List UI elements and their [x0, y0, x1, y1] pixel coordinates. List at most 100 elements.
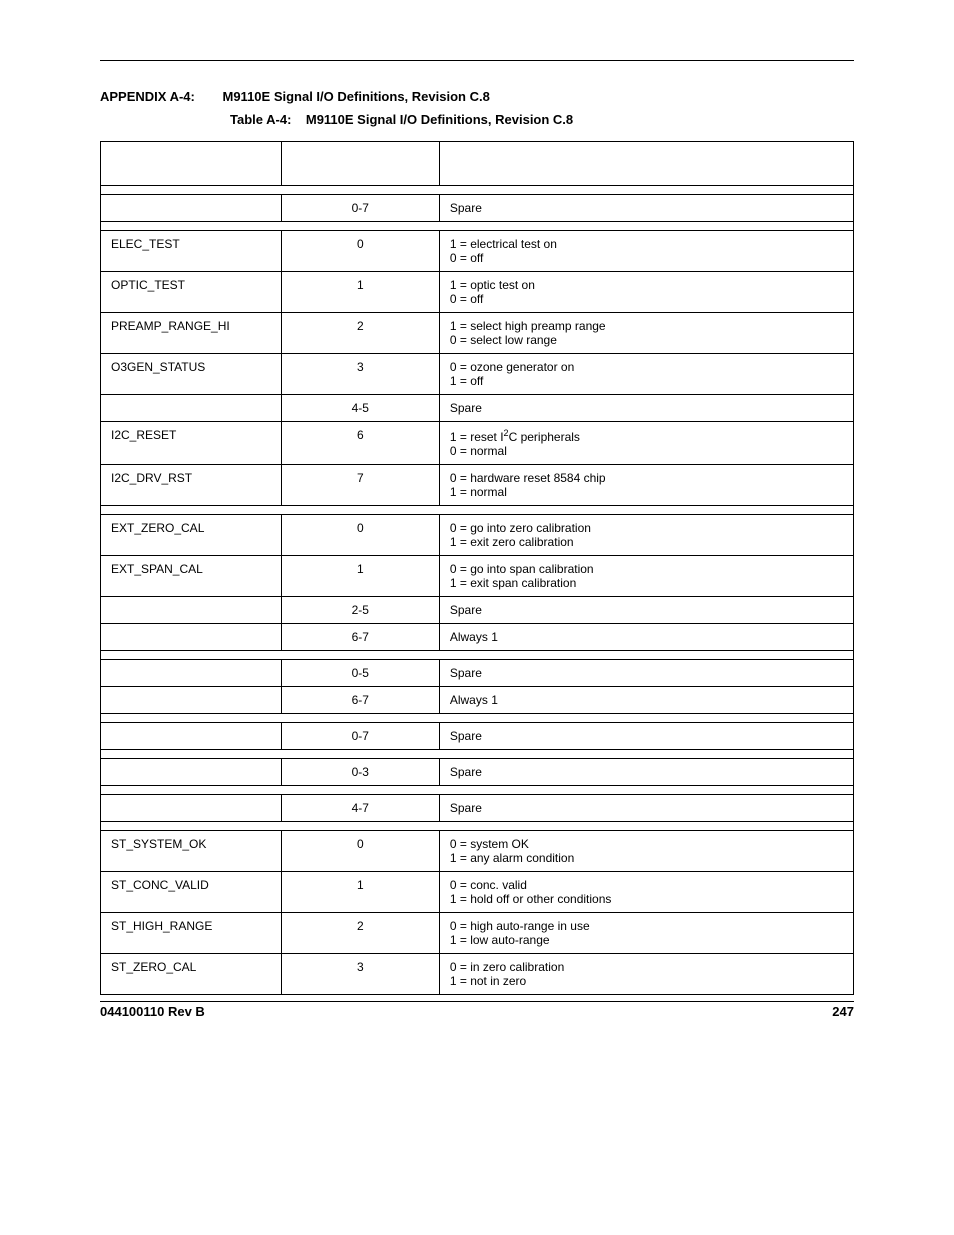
signal-cell: OPTIC_TEST — [101, 272, 282, 313]
col-header-signal — [101, 142, 282, 186]
table-caption: Table A-4: M9110E Signal I/O Definitions… — [230, 112, 854, 127]
section-header-row — [101, 822, 854, 831]
signal-cell — [101, 195, 282, 222]
description-cell: Spare — [439, 723, 853, 750]
section-header-cell — [101, 822, 854, 831]
description-cell: Spare — [439, 395, 853, 422]
description-cell: 0 = high auto-range in use1 = low auto-r… — [439, 913, 853, 954]
table-row: O3GEN_STATUS30 = ozone generator on1 = o… — [101, 354, 854, 395]
bit-cell: 6-7 — [281, 624, 439, 651]
table-row: PREAMP_RANGE_HI21 = select high preamp r… — [101, 313, 854, 354]
bit-cell: 3 — [281, 354, 439, 395]
bit-cell: 6 — [281, 422, 439, 465]
signal-cell: ELEC_TEST — [101, 231, 282, 272]
table-row: 6-7Always 1 — [101, 624, 854, 651]
signal-cell — [101, 624, 282, 651]
col-header-bit — [281, 142, 439, 186]
bit-cell: 0 — [281, 231, 439, 272]
signal-cell: ST_CONC_VALID — [101, 872, 282, 913]
appendix-label: APPENDIX A-4: — [100, 89, 195, 104]
signal-cell: ST_SYSTEM_OK — [101, 831, 282, 872]
appendix-title: M9110E Signal I/O Definitions, Revision … — [223, 89, 490, 104]
section-header-cell — [101, 506, 854, 515]
table-row: 6-7Always 1 — [101, 687, 854, 714]
signal-cell — [101, 687, 282, 714]
description-cell: Always 1 — [439, 687, 853, 714]
signal-cell: I2C_RESET — [101, 422, 282, 465]
description-cell: 0 = system OK1 = any alarm condition — [439, 831, 853, 872]
bit-cell: 0-5 — [281, 660, 439, 687]
description-cell: Spare — [439, 597, 853, 624]
description-cell: 0 = hardware reset 8584 chip1 = normal — [439, 465, 853, 506]
table-row: 4-5Spare — [101, 395, 854, 422]
bit-cell: 1 — [281, 272, 439, 313]
description-cell: 1 = optic test on0 = off — [439, 272, 853, 313]
bit-cell: 0-7 — [281, 723, 439, 750]
table-row: I2C_RESET61 = reset I2C peripherals0 = n… — [101, 422, 854, 465]
signal-cell — [101, 723, 282, 750]
signal-cell: EXT_ZERO_CAL — [101, 515, 282, 556]
table-row: 0-5Spare — [101, 660, 854, 687]
section-header-row — [101, 750, 854, 759]
description-cell: Spare — [439, 795, 853, 822]
description-cell: 0 = go into span calibration1 = exit spa… — [439, 556, 853, 597]
table-row: 4-7Spare — [101, 795, 854, 822]
signal-cell: ST_HIGH_RANGE — [101, 913, 282, 954]
section-header-row — [101, 506, 854, 515]
signal-io-table: 0-7SpareELEC_TEST01 = electrical test on… — [100, 141, 854, 995]
table-row: ELEC_TEST01 = electrical test on0 = off — [101, 231, 854, 272]
table-row: ST_CONC_VALID10 = conc. valid1 = hold of… — [101, 872, 854, 913]
section-header-cell — [101, 750, 854, 759]
description-cell: 0 = conc. valid1 = hold off or other con… — [439, 872, 853, 913]
signal-cell — [101, 395, 282, 422]
description-cell: Spare — [439, 759, 853, 786]
table-row: EXT_ZERO_CAL00 = go into zero calibratio… — [101, 515, 854, 556]
bit-cell: 1 — [281, 556, 439, 597]
bit-cell: 0-3 — [281, 759, 439, 786]
table-row: ST_ZERO_CAL30 = in zero calibration1 = n… — [101, 954, 854, 995]
description-cell: 0 = go into zero calibration1 = exit zer… — [439, 515, 853, 556]
table-body: 0-7SpareELEC_TEST01 = electrical test on… — [101, 186, 854, 995]
signal-cell — [101, 597, 282, 624]
section-header-cell — [101, 186, 854, 195]
table-row: 0-7Spare — [101, 195, 854, 222]
bit-cell: 4-5 — [281, 395, 439, 422]
bit-cell: 2 — [281, 913, 439, 954]
signal-cell — [101, 759, 282, 786]
description-cell: 0 = in zero calibration1 = not in zero — [439, 954, 853, 995]
section-header-row — [101, 651, 854, 660]
bit-cell: 2-5 — [281, 597, 439, 624]
description-cell: 1 = select high preamp range0 = select l… — [439, 313, 853, 354]
bit-cell: 0 — [281, 831, 439, 872]
table-label-prefix: Table A-4: — [230, 112, 291, 127]
section-header-row — [101, 714, 854, 723]
bit-cell: 0 — [281, 515, 439, 556]
footer-page-number: 247 — [832, 1004, 854, 1019]
bit-cell: 1 — [281, 872, 439, 913]
bit-cell: 3 — [281, 954, 439, 995]
signal-cell — [101, 660, 282, 687]
table-row: I2C_DRV_RST70 = hardware reset 8584 chip… — [101, 465, 854, 506]
page-footer: 044100110 Rev B 247 — [100, 1001, 854, 1019]
signal-cell: O3GEN_STATUS — [101, 354, 282, 395]
bit-cell: 0-7 — [281, 195, 439, 222]
table-row: 0-3Spare — [101, 759, 854, 786]
description-cell: 1 = reset I2C peripherals0 = normal — [439, 422, 853, 465]
signal-cell: I2C_DRV_RST — [101, 465, 282, 506]
signal-cell — [101, 795, 282, 822]
table-header-row — [101, 142, 854, 186]
bit-cell: 7 — [281, 465, 439, 506]
description-cell: Spare — [439, 195, 853, 222]
table-label-title: M9110E Signal I/O Definitions, Revision … — [306, 112, 573, 127]
table-row: ST_HIGH_RANGE20 = high auto-range in use… — [101, 913, 854, 954]
section-header-row — [101, 222, 854, 231]
bit-cell: 2 — [281, 313, 439, 354]
table-row: 2-5Spare — [101, 597, 854, 624]
header-rule — [100, 60, 854, 61]
signal-cell: EXT_SPAN_CAL — [101, 556, 282, 597]
appendix-heading: APPENDIX A-4: M9110E Signal I/O Definiti… — [100, 89, 854, 104]
bit-cell: 4-7 — [281, 795, 439, 822]
col-header-desc — [439, 142, 853, 186]
table-row: EXT_SPAN_CAL10 = go into span calibratio… — [101, 556, 854, 597]
footer-doc-id: 044100110 Rev B — [100, 1004, 205, 1019]
